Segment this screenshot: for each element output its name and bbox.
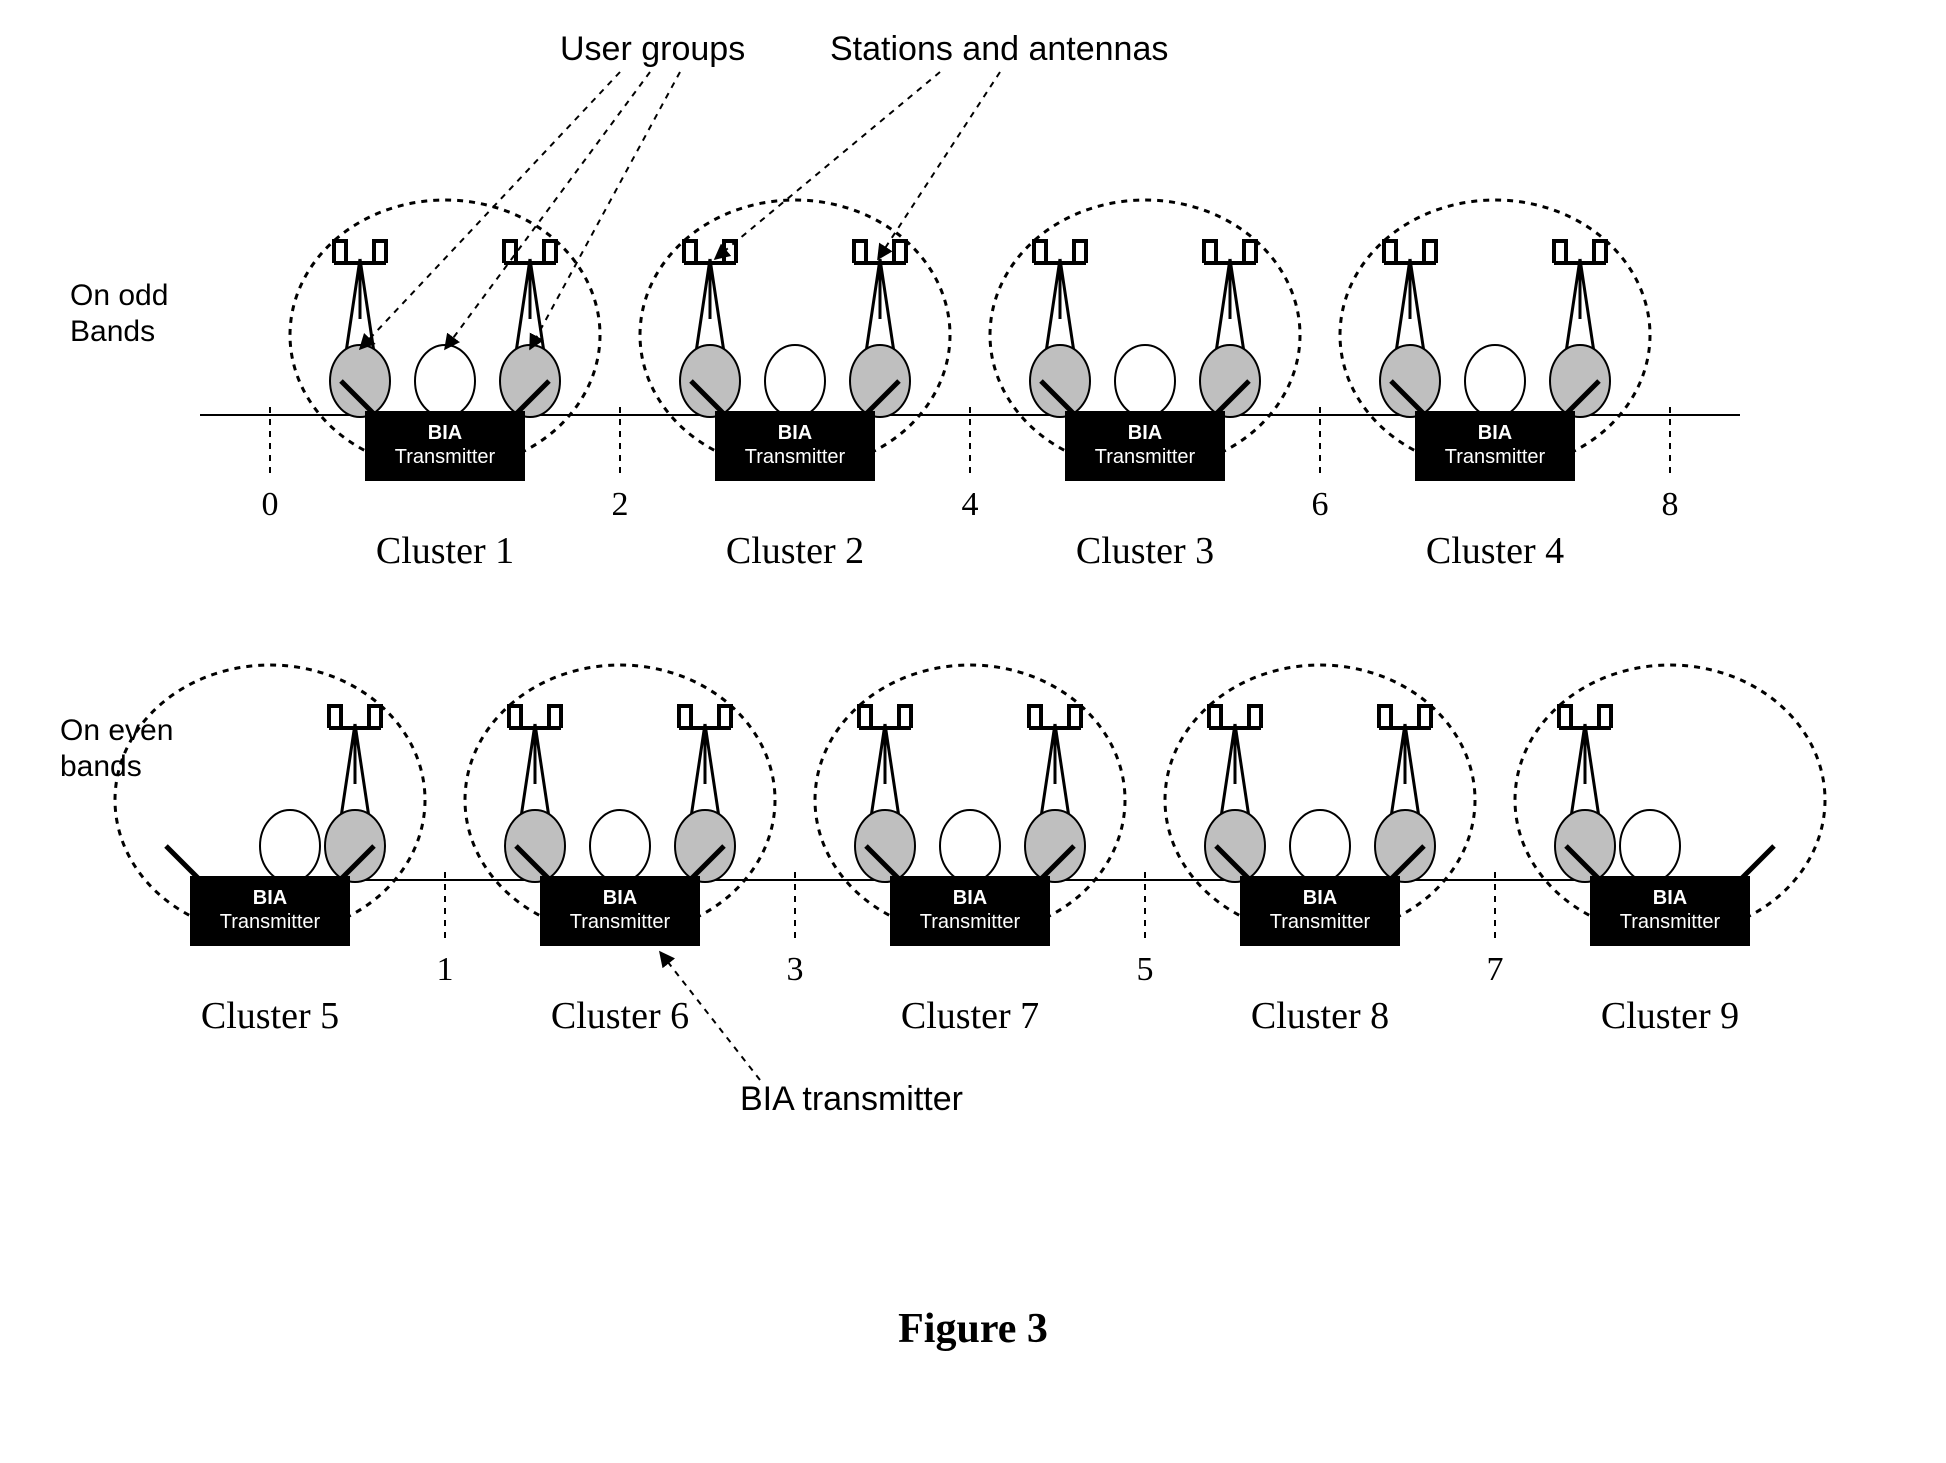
user-group-empty — [1290, 810, 1350, 882]
user-group-filled — [330, 345, 390, 417]
user-group-empty — [940, 810, 1000, 882]
user-group-empty — [765, 345, 825, 417]
transmitter-text-1: BIA — [428, 422, 462, 444]
user-group-empty — [260, 810, 320, 882]
cluster-label: Cluster 9 — [1601, 995, 1739, 1037]
figure-caption: Figure 3 — [0, 1305, 1946, 1353]
transmitter-text-1: BIA — [603, 887, 637, 909]
user-group-filled — [1205, 810, 1265, 882]
transmitter-text-2: Transmitter — [920, 911, 1021, 933]
user-group-filled — [1380, 345, 1440, 417]
user-group-filled — [500, 345, 560, 417]
transmitter-text-2: Transmitter — [1620, 911, 1721, 933]
user-groups-callout: User groups — [560, 30, 745, 68]
user-group-filled — [505, 810, 565, 882]
user-group-filled — [850, 345, 910, 417]
tick-label: 5 — [1137, 951, 1154, 988]
tick-label: 0 — [262, 486, 279, 523]
transmitter-text-2: Transmitter — [1095, 446, 1196, 468]
user-group-filled — [680, 345, 740, 417]
transmitter-text-1: BIA — [1128, 422, 1162, 444]
cluster-label: Cluster 2 — [726, 530, 864, 572]
user-group-empty — [1465, 345, 1525, 417]
user-group-empty — [415, 345, 475, 417]
user-group-filled — [855, 810, 915, 882]
bia-transmitter-callout: BIA transmitter — [740, 1080, 963, 1118]
user-group-empty — [1115, 345, 1175, 417]
user-group-filled — [1555, 810, 1615, 882]
cluster-label: Cluster 4 — [1426, 530, 1564, 572]
user-group-filled — [1550, 345, 1610, 417]
transmitter-text-1: BIA — [1478, 422, 1512, 444]
transmitter-text-2: Transmitter — [745, 446, 846, 468]
tick-label: 1 — [437, 951, 454, 988]
even-band-label-1: On even — [60, 714, 173, 747]
user-group-empty — [1620, 810, 1680, 882]
transmitter-text-2: Transmitter — [1270, 911, 1371, 933]
tick-label: 6 — [1312, 486, 1329, 523]
tick-label: 7 — [1487, 951, 1504, 988]
cluster-label: Cluster 1 — [376, 530, 514, 572]
even-band-label-2: bands — [60, 750, 142, 783]
transmitter-text-1: BIA — [1653, 887, 1687, 909]
user-group-filled — [1030, 345, 1090, 417]
odd-band-label-2: Bands — [70, 315, 155, 348]
transmitter-text-1: BIA — [253, 887, 287, 909]
transmitter-text-1: BIA — [953, 887, 987, 909]
transmitter-text-2: Transmitter — [395, 446, 496, 468]
odd-band-label-1: On odd — [70, 279, 168, 312]
user-group-filled — [1375, 810, 1435, 882]
user-group-empty — [590, 810, 650, 882]
cluster-label: Cluster 5 — [201, 995, 339, 1037]
transmitter-text-1: BIA — [1303, 887, 1337, 909]
transmitter-text-2: Transmitter — [1445, 446, 1546, 468]
user-group-filled — [1025, 810, 1085, 882]
transmitter-text-2: Transmitter — [570, 911, 671, 933]
tick-label: 4 — [962, 486, 979, 523]
stations-antennas-callout: Stations and antennas — [830, 30, 1168, 68]
transmitter-text-2: Transmitter — [220, 911, 321, 933]
cluster-label: Cluster 6 — [551, 995, 689, 1037]
tick-label: 3 — [787, 951, 804, 988]
cluster-label: Cluster 7 — [901, 995, 1039, 1037]
cluster-label: Cluster 8 — [1251, 995, 1389, 1037]
tick-label: 2 — [612, 486, 629, 523]
user-group-filled — [1200, 345, 1260, 417]
user-group-filled — [675, 810, 735, 882]
cluster-label: Cluster 3 — [1076, 530, 1214, 572]
transmitter-text-1: BIA — [778, 422, 812, 444]
tick-label: 8 — [1662, 486, 1679, 523]
user-group-filled — [325, 810, 385, 882]
